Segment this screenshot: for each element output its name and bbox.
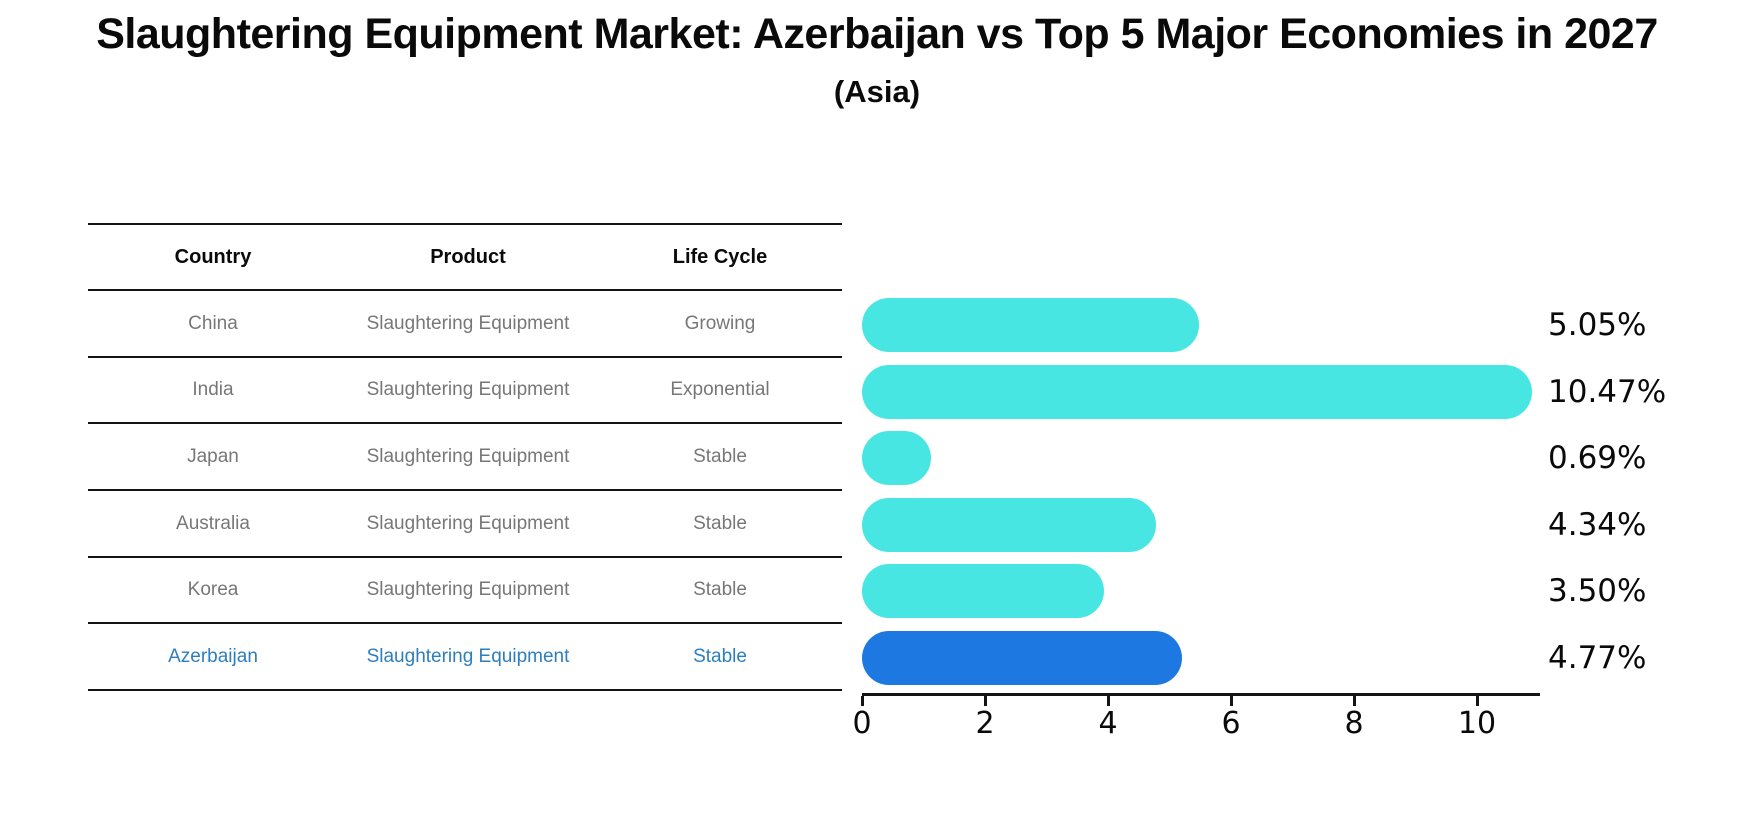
cell-country: Japan bbox=[187, 445, 239, 467]
x-axis-tick bbox=[1353, 696, 1356, 706]
bar-australia bbox=[862, 498, 1156, 552]
cell-life-cycle: Growing bbox=[684, 312, 756, 334]
cell-product: Slaughtering Equipment bbox=[366, 579, 570, 600]
table-divider bbox=[88, 689, 842, 691]
table-divider bbox=[88, 622, 842, 624]
cell-life-cycle: Stable bbox=[693, 579, 747, 600]
cell-product: Slaughtering Equipment bbox=[366, 379, 570, 400]
x-axis-tick bbox=[984, 696, 987, 706]
bar-india bbox=[862, 365, 1532, 419]
column-header-country: Country bbox=[174, 245, 252, 268]
table-row-india: India Slaughtering Equipment Exponential bbox=[88, 358, 842, 422]
x-axis-tick bbox=[1230, 696, 1233, 706]
cell-country: Australia bbox=[176, 512, 250, 534]
table-row-australia: Australia Slaughtering Equipment Stable bbox=[88, 491, 842, 556]
cell-country: Korea bbox=[187, 579, 239, 600]
page-title: Slaughtering Equipment Market: Azerbaija… bbox=[96, 10, 1658, 58]
cell-country: China bbox=[188, 312, 238, 334]
bar-china bbox=[862, 298, 1199, 352]
x-axis-tick bbox=[1476, 696, 1479, 706]
cell-life-cycle: Exponential bbox=[670, 379, 770, 400]
x-axis-tick-label: 2 bbox=[975, 706, 995, 741]
cell-life-cycle: Stable bbox=[693, 445, 747, 467]
table-header-row: Country Product Life Cycle bbox=[88, 225, 842, 289]
cell-country: Azerbaijan bbox=[168, 645, 258, 667]
value-label-china: 5.05% bbox=[1548, 307, 1647, 343]
x-axis-tick bbox=[1107, 696, 1110, 706]
x-axis-tick-label: 8 bbox=[1344, 706, 1364, 741]
value-label-korea: 3.50% bbox=[1548, 573, 1647, 609]
table-divider bbox=[88, 289, 842, 291]
table-row-azerbaijan: Azerbaijan Slaughtering Equipment Stable bbox=[88, 624, 842, 689]
column-header-product: Product bbox=[430, 245, 506, 268]
x-axis-tick-label: 6 bbox=[1221, 706, 1241, 741]
x-axis-tick bbox=[861, 696, 864, 706]
table-divider bbox=[88, 422, 842, 424]
table-divider bbox=[88, 356, 842, 358]
x-axis bbox=[862, 693, 1540, 696]
cell-life-cycle: Stable bbox=[693, 645, 747, 667]
cell-product: Slaughtering Equipment bbox=[366, 645, 570, 667]
x-axis-tick-label: 10 bbox=[1457, 706, 1497, 741]
table-divider bbox=[88, 223, 842, 225]
page-subtitle: (Asia) bbox=[833, 74, 921, 109]
table-row-china: China Slaughtering Equipment Growing bbox=[88, 291, 842, 356]
table-row-korea: Korea Slaughtering Equipment Stable bbox=[88, 558, 842, 622]
value-label-australia: 4.34% bbox=[1548, 507, 1647, 543]
bar-korea bbox=[862, 564, 1104, 618]
table-divider bbox=[88, 489, 842, 491]
x-axis-tick-label: 0 bbox=[852, 706, 872, 741]
x-axis-tick-label: 4 bbox=[1098, 706, 1118, 741]
value-label-india: 10.47% bbox=[1548, 374, 1667, 410]
bar-japan bbox=[862, 431, 931, 485]
value-label-japan: 0.69% bbox=[1548, 440, 1647, 476]
cell-product: Slaughtering Equipment bbox=[366, 512, 570, 534]
value-label-azerbaijan: 4.77% bbox=[1548, 640, 1647, 676]
bar-azerbaijan bbox=[862, 631, 1182, 685]
cell-product: Slaughtering Equipment bbox=[366, 312, 570, 334]
cell-country: India bbox=[192, 379, 234, 400]
table-divider bbox=[88, 556, 842, 558]
cell-life-cycle: Stable bbox=[693, 512, 747, 534]
table-row-japan: Japan Slaughtering Equipment Stable bbox=[88, 424, 842, 489]
cell-product: Slaughtering Equipment bbox=[366, 445, 570, 467]
column-header-life-cycle: Life Cycle bbox=[672, 245, 768, 268]
